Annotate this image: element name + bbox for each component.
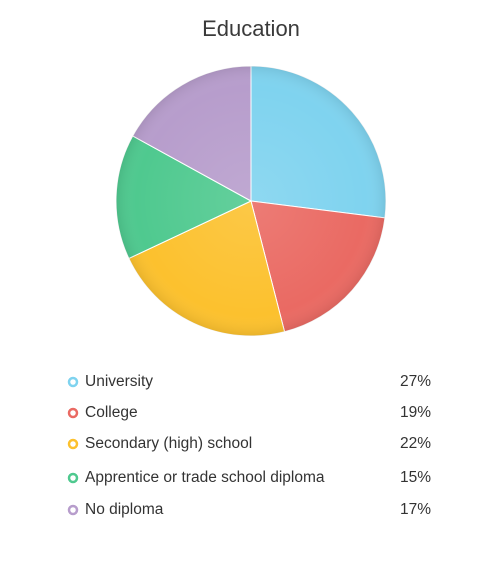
legend-value: 17% [400, 501, 431, 518]
legend-marker [67, 504, 79, 516]
legend-label: Secondary (high) school [85, 435, 252, 452]
legend-label: University [85, 373, 153, 390]
chart-title: Education [202, 16, 300, 41]
pie-slice [250, 65, 387, 219]
legend-marker [67, 376, 79, 388]
legend-marker [67, 472, 79, 484]
legend-value: 15% [400, 469, 431, 486]
legend-value: 22% [400, 435, 431, 452]
legend-label: College [85, 404, 138, 421]
legend-value: 19% [400, 404, 431, 421]
legend-marker [67, 438, 79, 450]
legend-value: 27% [400, 373, 431, 390]
legend-marker [67, 407, 79, 419]
legend-label: No diploma [85, 501, 164, 518]
legend-label: Apprentice or trade school diploma [85, 469, 325, 486]
